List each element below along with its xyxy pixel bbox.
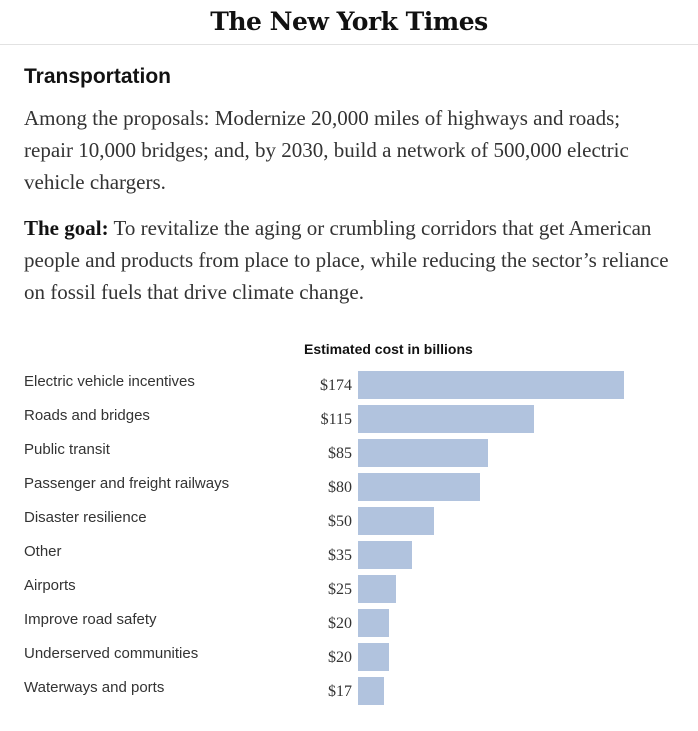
value-label: $35 — [328, 547, 352, 564]
article-body: Transportation Among the proposals: Mode… — [24, 62, 674, 322]
bar — [358, 575, 397, 603]
value-label: $50 — [328, 513, 352, 530]
bar — [358, 541, 412, 569]
value-label: $20 — [328, 649, 352, 666]
value-label: $17 — [328, 683, 352, 700]
bar — [358, 405, 534, 433]
bar-row: Roads and bridges $115 — [24, 405, 674, 433]
masthead-logo[interactable]: The New York Times — [0, 0, 698, 45]
bar-row: Public transit $85 — [24, 439, 674, 467]
bar-row: Electric vehicle incentives $174 — [24, 371, 674, 399]
category-label: Underserved communities — [24, 645, 199, 662]
bar-row: Disaster resilience $50 — [24, 507, 674, 535]
bar-row: Passenger and freight railways $80 — [24, 473, 674, 501]
bar — [358, 643, 389, 671]
category-label: Other — [24, 543, 62, 560]
goal-paragraph: The goal: To revitalize the aging or cru… — [24, 212, 674, 308]
bar — [358, 371, 624, 399]
cost-bar-chart: Estimated cost in billions Electric vehi… — [24, 340, 674, 720]
value-label: $115 — [320, 411, 352, 428]
category-label: Electric vehicle incentives — [24, 373, 195, 390]
chart-title: Estimated cost in billions — [304, 341, 473, 357]
value-label: $85 — [328, 445, 352, 462]
category-label: Waterways and ports — [24, 679, 165, 696]
category-label: Improve road safety — [24, 611, 157, 628]
section-title: Transportation — [24, 65, 172, 88]
value-label: $174 — [320, 377, 352, 394]
bar — [358, 609, 389, 637]
bar — [358, 507, 435, 535]
value-label: $80 — [328, 479, 352, 496]
bar-row: Airports $25 — [24, 575, 674, 603]
bar-row: Underserved communities $20 — [24, 643, 674, 671]
bar-row: Other $35 — [24, 541, 674, 569]
goal-text: To revitalize the aging or crumbling cor… — [24, 216, 669, 304]
value-label: $20 — [328, 615, 352, 632]
bar-row: Improve road safety $20 — [24, 609, 674, 637]
bar — [358, 677, 384, 705]
value-label: $25 — [328, 581, 352, 598]
goal-lead: The goal: — [24, 216, 109, 240]
category-label: Roads and bridges — [24, 407, 150, 424]
bar — [358, 439, 488, 467]
category-label: Disaster resilience — [24, 509, 147, 526]
bar — [358, 473, 481, 501]
bar-row: Waterways and ports $17 — [24, 677, 674, 705]
category-label: Public transit — [24, 441, 110, 458]
category-label: Airports — [24, 577, 76, 594]
proposals-paragraph: Among the proposals: Modernize 20,000 mi… — [24, 106, 629, 194]
category-label: Passenger and freight railways — [24, 475, 230, 492]
